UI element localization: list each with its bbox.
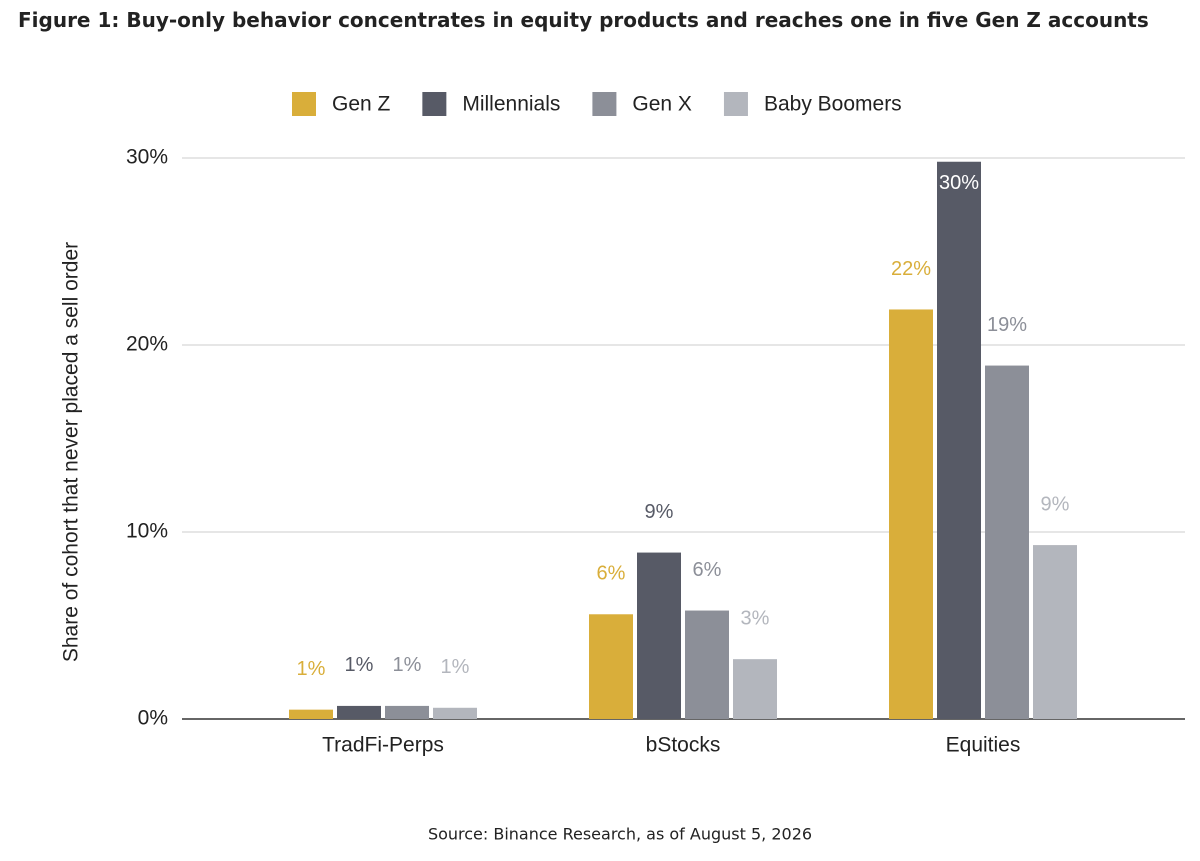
y-tick-label: 20% [126,333,168,356]
value-label: 30% [939,172,979,194]
bar [637,552,681,719]
y-axis-label: Share of cohort that never placed a sell… [60,242,83,662]
legend-label: Gen X [632,93,692,116]
bar [733,659,777,719]
bar [385,705,429,719]
bar [337,705,381,719]
y-tick-label: 30% [126,146,168,169]
value-label: 1% [297,658,326,680]
value-label: 3% [741,607,770,629]
legend-swatch [592,92,617,116]
x-tick-label: bStocks [646,734,721,757]
y-tick-label: 0% [138,707,168,730]
bar [433,707,477,719]
legend-swatch [723,92,748,116]
bar [589,614,633,719]
bar [937,161,981,720]
value-label: 6% [693,559,722,581]
source-note: Source: Binance Research, as of August 5… [428,825,812,844]
y-tick-label: 10% [126,520,168,543]
legend-swatch [422,92,447,116]
x-tick-label: Equities [946,734,1021,757]
legend-label: Millennials [462,93,560,116]
value-label: 1% [393,654,422,676]
value-label: 1% [345,654,374,676]
value-label: 19% [987,314,1027,336]
bar [1033,545,1077,719]
chart-title: Figure 1: Buy-only behavior concentrates… [18,8,1149,32]
bar [985,365,1029,719]
legend-swatch [292,92,316,116]
value-label: 22% [891,258,931,280]
bar [289,709,333,719]
bar [685,610,729,719]
value-label: 9% [1041,493,1070,515]
legend-label: Baby Boomers [764,93,902,116]
value-label: 1% [441,656,470,678]
x-tick-label: TradFi-Perps [322,734,444,757]
bar [889,309,933,719]
value-label: 9% [645,501,674,523]
value-label: 6% [597,563,626,585]
legend-label: Gen Z [332,93,391,116]
